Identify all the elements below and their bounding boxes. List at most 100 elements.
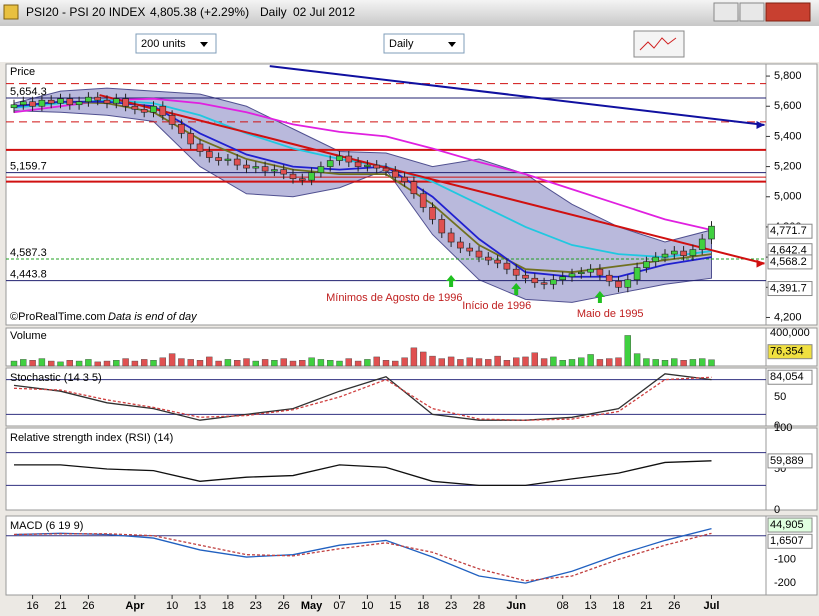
minimize-button[interactable]: [713, 2, 739, 22]
candle-body: [540, 282, 548, 285]
close-button[interactable]: [765, 2, 811, 22]
period-select-text: Daily: [389, 38, 414, 50]
value-box: [767, 517, 813, 533]
volume-bar: [20, 359, 27, 367]
candle-body: [680, 250, 687, 256]
volume-bar: [522, 356, 529, 367]
volume-bar: [699, 358, 706, 367]
candle-body: [215, 157, 222, 161]
date: 02 Jul 2012: [293, 5, 355, 19]
volume-bar: [633, 353, 641, 367]
candle-body: [150, 105, 157, 113]
candle-body: [326, 160, 334, 167]
volume-bar: [271, 360, 278, 367]
moving-average: [13, 100, 712, 274]
candle-body: [252, 166, 260, 169]
candle-body: [531, 277, 539, 284]
axis-panel: [765, 427, 818, 511]
indicator-line: [14, 460, 712, 487]
volume-bar: [224, 359, 232, 367]
volume-bar: [429, 355, 436, 367]
y-tick-label: 4,200: [774, 311, 802, 323]
volume-bar: [345, 358, 352, 367]
copyright: ©ProRealTime.com: [10, 311, 106, 323]
x-tick-label: 10: [166, 600, 178, 612]
volume-bar: [568, 359, 576, 367]
candle-body: [587, 268, 594, 273]
candle-body: [559, 276, 567, 281]
volume-bar: [606, 358, 613, 367]
candle-body: [103, 99, 111, 104]
value-label: 59,889: [770, 455, 804, 467]
candle-body: [38, 99, 46, 107]
candle-body: [131, 105, 139, 110]
moving-average: [13, 100, 712, 278]
candle-body: [122, 98, 129, 107]
candle-body: [568, 273, 576, 278]
app-icon: [3, 4, 19, 20]
volume-bar: [280, 358, 287, 367]
candle-body: [466, 247, 474, 252]
volume-bar: [252, 360, 260, 367]
value-box: [767, 453, 813, 469]
volume-bar: [140, 359, 148, 367]
maximize-button[interactable]: [739, 2, 765, 22]
volume-bar: [689, 359, 697, 367]
panel-title: Stochastic (14 3 5): [10, 372, 102, 384]
value-box: [767, 281, 813, 297]
units-select-text: 200 units: [141, 38, 186, 50]
indicator-button[interactable]: [633, 30, 685, 58]
candle-body: [522, 274, 529, 279]
volume-bar: [680, 360, 687, 367]
candle-body: [643, 261, 650, 268]
y-tick-label: 400,000: [770, 327, 810, 339]
volume-bar: [66, 360, 74, 367]
value-label: 4,391.7: [770, 282, 807, 294]
volume-bar: [243, 358, 250, 367]
volume-bar: [261, 359, 269, 367]
volume-bar: [373, 356, 380, 367]
panel: [5, 427, 767, 511]
indicator-line: [13, 527, 712, 584]
candle-body: [187, 133, 194, 145]
volume-bar: [410, 347, 418, 367]
candle-body: [624, 279, 632, 288]
volume-bar: [643, 358, 650, 367]
candle-body: [698, 238, 706, 250]
volume-bar: [327, 360, 334, 367]
volume-bar: [38, 358, 46, 367]
indicator-line: [13, 373, 712, 421]
value-label: 76,354: [770, 346, 804, 358]
value-label: 84,054: [770, 371, 804, 383]
period-select[interactable]: [383, 33, 465, 54]
x-tick-label: 21: [54, 600, 66, 612]
candle-body: [382, 167, 390, 172]
volume-bar: [57, 361, 64, 367]
volume-bar: [364, 359, 371, 367]
level-label: 5,654.3: [10, 86, 47, 98]
value-box: [767, 254, 813, 270]
candle-body: [317, 166, 325, 173]
volume-bar: [392, 360, 399, 367]
volume-bar: [503, 360, 511, 367]
candle-body: [410, 181, 418, 195]
candle-body: [512, 268, 520, 276]
value-box: [767, 223, 813, 239]
candle-body: [605, 274, 613, 282]
volume-bar: [308, 357, 315, 367]
candle-body: [345, 155, 353, 163]
volume-bar: [540, 358, 548, 367]
candle-body: [196, 143, 204, 152]
x-tick-label: 18: [222, 600, 234, 612]
y-tick-label: -100: [774, 553, 796, 565]
volume-bar: [103, 360, 111, 367]
quote: 4,805.38 (+2.29%): [150, 5, 249, 19]
x-tick-label: 13: [194, 600, 206, 612]
candle-body: [615, 280, 622, 288]
candle-body: [391, 170, 399, 178]
y-tick-label: -200: [774, 577, 796, 589]
x-tick-label: Jun: [506, 600, 526, 612]
candle-body: [494, 259, 501, 264]
trend-arrow: [756, 259, 765, 268]
units-select[interactable]: [135, 33, 217, 54]
